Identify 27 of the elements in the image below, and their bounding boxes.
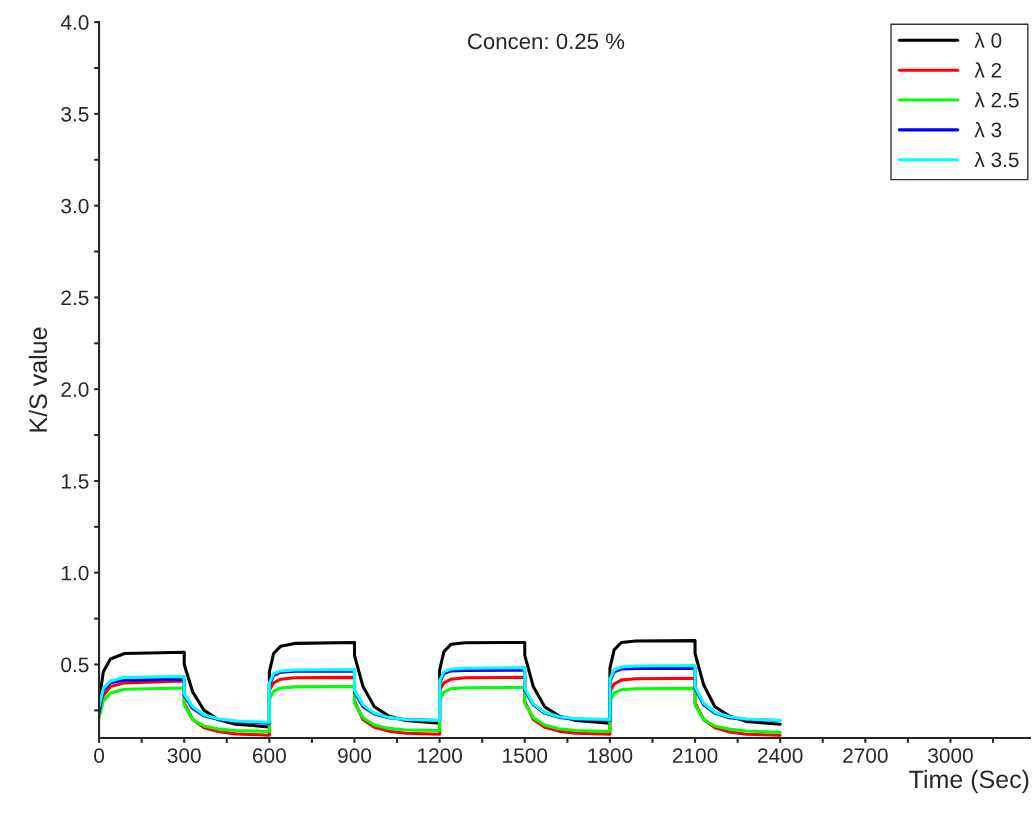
x-tick-label: 600: [253, 748, 286, 763]
legend-label: λ 3.5: [974, 151, 1019, 168]
x-tick-label: 300: [167, 748, 201, 763]
y-tick-label: 1.5: [61, 474, 89, 489]
y-tick-label: 3.5: [61, 106, 89, 122]
y-axis-title: K/S value: [28, 327, 48, 432]
x-tick-label: 2700: [843, 748, 888, 763]
x-tick-label: 2400: [758, 748, 803, 763]
legend-label: λ 2.5: [974, 92, 1019, 108]
legend-label: λ 2: [974, 62, 1002, 78]
y-tick-label: 3.0: [61, 198, 89, 214]
x-tick-label: 900: [338, 748, 372, 763]
legend-label: λ 3: [974, 122, 1002, 138]
x-tick-label: 1800: [588, 748, 633, 763]
y-tick-label: 2.0: [61, 382, 89, 397]
y-tick-label: 4.0: [60, 15, 89, 30]
x-tick-label: 3000: [928, 748, 973, 763]
x-tick-label: 2100: [672, 748, 718, 763]
y-tick-label: 2.5: [61, 290, 89, 306]
x-tick-label: 1500: [503, 748, 548, 763]
annotation: Concen: 0.25 %: [467, 33, 625, 50]
y-tick-label: 0.5: [61, 657, 89, 673]
x-axis-title: Time (Sec): [909, 769, 1029, 794]
y-tick-label: 1.0: [61, 565, 89, 581]
x-tick-label: 1200: [418, 748, 462, 763]
x-tick-label: 0: [94, 748, 105, 763]
legend-label: λ 0: [974, 32, 1002, 48]
